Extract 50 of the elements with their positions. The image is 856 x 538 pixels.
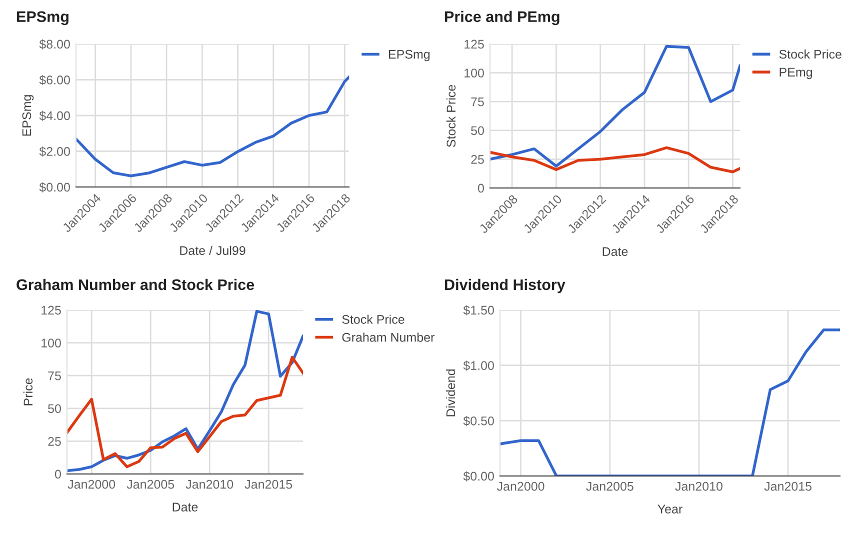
legend-label: Stock Price — [779, 49, 842, 59]
x-tick-label: Jan2005 — [126, 480, 174, 489]
x-tick-label: Jan2000 — [496, 482, 544, 491]
y-tick-label: 125 — [464, 40, 484, 49]
y-tick-label: $0.00 — [463, 471, 494, 482]
y-tick-label: $1.50 — [463, 305, 494, 316]
line-series — [490, 146, 740, 174]
line-series — [76, 76, 349, 178]
x-axis-title: Date / Jul99 — [180, 246, 246, 255]
x-tick-label: Jan2010 — [675, 482, 722, 491]
chart-title: Dividend History — [445, 278, 566, 294]
y-tick-label: $0.50 — [463, 416, 494, 426]
y-axis-title: Stock Price — [446, 84, 456, 148]
legend-label: Graham Number — [342, 332, 434, 342]
y-tick-label: 25 — [471, 155, 484, 164]
x-tick-label: Jan2010 — [186, 480, 234, 489]
line-series — [67, 356, 303, 468]
x-axis-title: Date — [172, 502, 198, 512]
y-tick-label: 25 — [48, 437, 61, 446]
x-tick-label: Jan2015 — [764, 482, 812, 491]
y-tick-label: 50 — [48, 404, 61, 414]
x-tick-label: Jan2015 — [244, 480, 292, 489]
x-axis-title: Year — [658, 504, 682, 514]
y-tick-label: $4.00 — [39, 110, 70, 121]
y-tick-label: $6.00 — [39, 75, 70, 86]
legend-label: PEmg — [780, 68, 812, 80]
y-axis-title: Price — [23, 378, 33, 406]
legend-label: EPSmg — [389, 50, 430, 62]
y-tick-label: 75 — [471, 98, 484, 106]
y-tick-label: 100 — [464, 68, 484, 78]
line-series — [67, 310, 303, 472]
y-tick-label: $2.00 — [39, 146, 70, 157]
y-axis-title: EPSmg — [22, 95, 34, 136]
y-tick-label: 0 — [478, 184, 484, 193]
y-tick-label: 75 — [48, 372, 61, 380]
y-tick-label: 125 — [42, 306, 61, 315]
y-tick-label: $8.00 — [39, 39, 70, 50]
chart-title: Graham Number and Stock Price — [16, 278, 254, 290]
y-tick-label: $1.00 — [463, 360, 494, 371]
x-tick-label: Jan2000 — [68, 480, 116, 489]
y-tick-label: 50 — [471, 126, 484, 136]
x-tick-label: Jan2005 — [586, 482, 634, 491]
y-tick-label: 100 — [42, 338, 61, 348]
chart-title: EPSmg — [17, 11, 68, 26]
y-axis-title: Dividend — [446, 369, 456, 416]
y-tick-label: $0.00 — [39, 182, 70, 192]
chart-title: Price and PEmg — [445, 10, 560, 26]
legend-label: Stock Price — [342, 314, 404, 324]
y-tick-label: 0 — [54, 470, 61, 479]
x-axis-title: Date — [602, 247, 628, 256]
